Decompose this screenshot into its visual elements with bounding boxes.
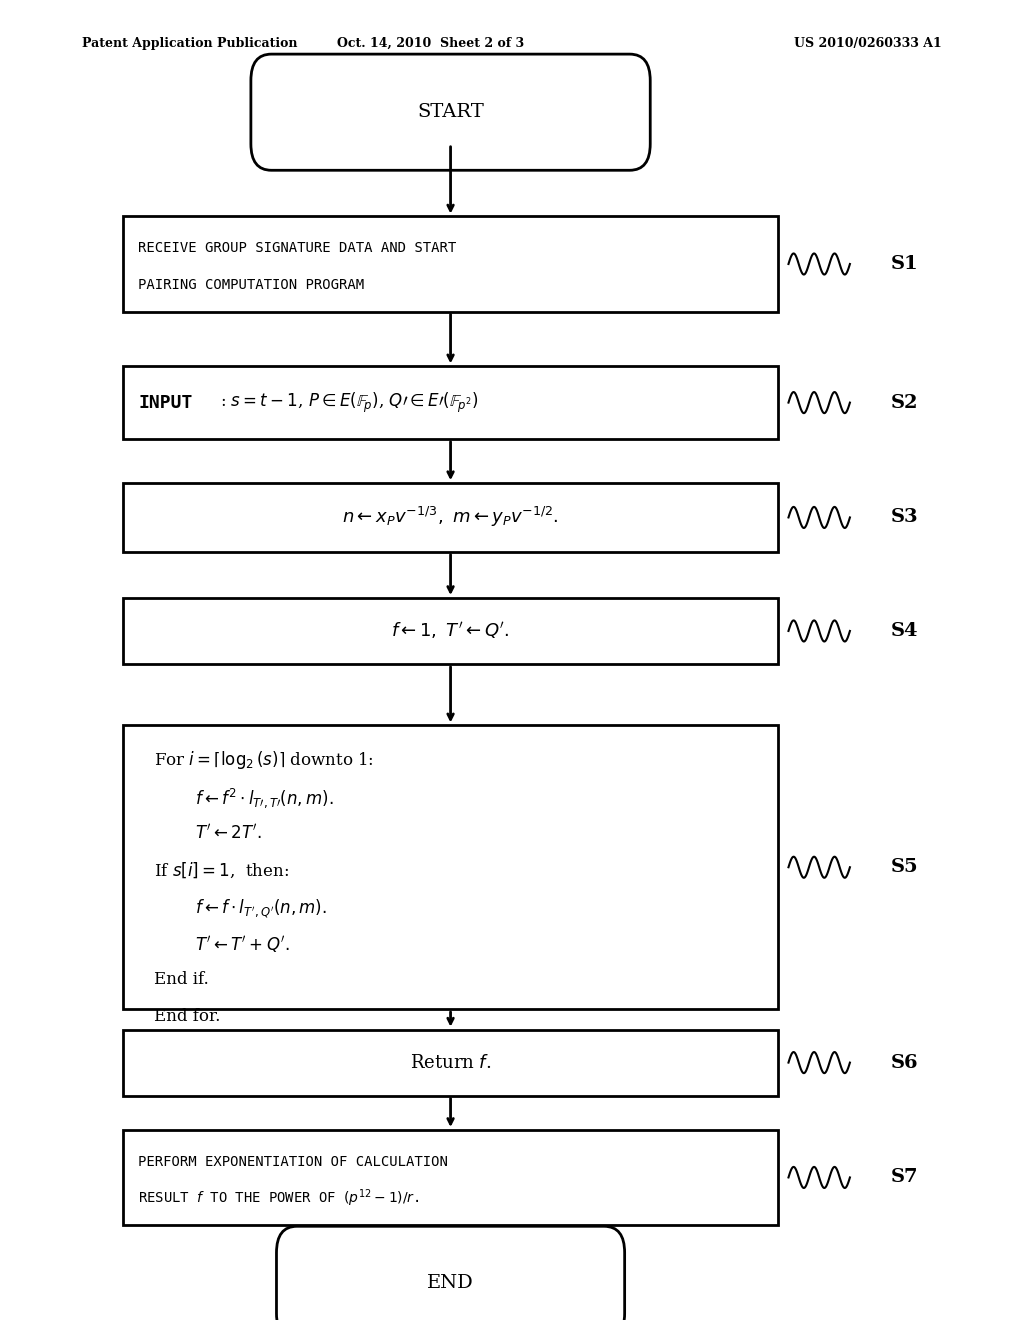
Text: S3: S3 [891,508,919,527]
Bar [123,1030,778,1096]
Text: Oct. 14, 2010  Sheet 2 of 3: Oct. 14, 2010 Sheet 2 of 3 [337,37,523,50]
Bar [123,216,778,312]
Bar [123,598,778,664]
Text: $n \leftarrow x_P v^{-1/3},\ m \leftarrow y_P v^{-1/2}.$: $n \leftarrow x_P v^{-1/3},\ m \leftarro… [342,506,559,529]
Text: RECEIVE GROUP SIGNATURE DATA AND START: RECEIVE GROUP SIGNATURE DATA AND START [138,242,457,255]
Text: If $s[i] = 1$,  then:: If $s[i] = 1$, then: [154,861,289,879]
Text: $T' \leftarrow T' + Q'.$: $T' \leftarrow T' + Q'.$ [195,935,289,954]
Text: $f \leftarrow f \cdot l_{T',Q'}(n, m).$: $f \leftarrow f \cdot l_{T',Q'}(n, m).$ [195,898,327,920]
Text: PAIRING COMPUTATION PROGRAM: PAIRING COMPUTATION PROGRAM [138,279,365,292]
Text: END: END [427,1274,474,1292]
Text: INPUT: INPUT [138,393,193,412]
Text: Patent Application Publication: Patent Application Publication [82,37,297,50]
Bar [123,483,778,552]
Text: S7: S7 [891,1168,919,1187]
Bar [123,1130,778,1225]
Text: Return $f$.: Return $f$. [410,1053,492,1072]
Text: : $s = t - 1$, $P \in E(\mathbb{F}_p)$, $Q\prime \in E\prime(\mathbb{F}_{p^2})$: : $s = t - 1$, $P \in E(\mathbb{F}_p)$, … [220,391,478,414]
Bar [123,725,778,1008]
Text: S6: S6 [891,1053,919,1072]
Text: S5: S5 [891,858,919,876]
Text: S2: S2 [891,393,919,412]
Text: End if.: End if. [154,972,208,987]
Text: $f \leftarrow f^2 \cdot l_{T\prime,T\prime}(n, m).$: $f \leftarrow f^2 \cdot l_{T\prime,T\pri… [195,787,333,809]
Text: PERFORM EXPONENTIATION OF CALCULATION: PERFORM EXPONENTIATION OF CALCULATION [138,1155,449,1168]
Text: $f \leftarrow 1,\ T' \leftarrow Q'.$: $f \leftarrow 1,\ T' \leftarrow Q'.$ [391,620,510,642]
Text: End for.: End for. [154,1008,220,1024]
Text: $T' \leftarrow 2T'.$: $T' \leftarrow 2T'.$ [195,824,261,842]
Text: S1: S1 [891,255,919,273]
Text: US 2010/0260333 A1: US 2010/0260333 A1 [795,37,942,50]
Text: S4: S4 [891,622,919,640]
Text: For $i = \lceil \log_2(s) \rceil$ downto 1:: For $i = \lceil \log_2(s) \rceil$ downto… [154,750,374,771]
FancyBboxPatch shape [276,1226,625,1320]
FancyBboxPatch shape [251,54,650,170]
Text: START: START [417,103,484,121]
Text: RESULT $f$ TO THE POWER OF $(p^{12}-1)/r$.: RESULT $f$ TO THE POWER OF $(p^{12}-1)/r… [138,1188,420,1209]
Text: Fig. 3: Fig. 3 [467,69,557,99]
Bar [123,366,778,438]
